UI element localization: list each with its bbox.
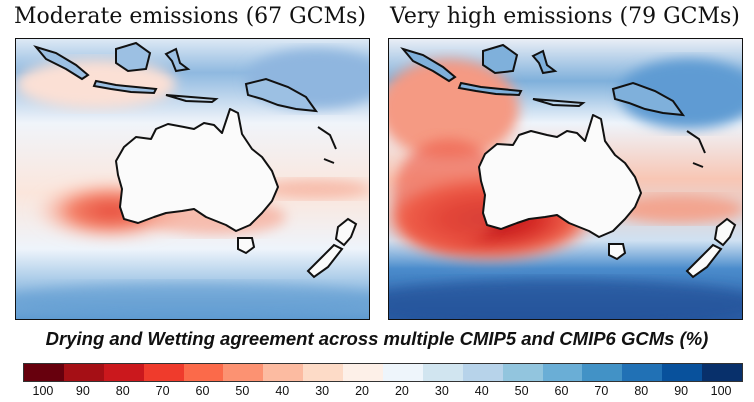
colorbar-tick-label: 50 xyxy=(235,384,250,398)
colorbar-swatch xyxy=(223,364,264,381)
colorbar-swatch xyxy=(24,364,64,381)
colorbar-tick-label: 40 xyxy=(275,384,290,398)
borneo-outline xyxy=(482,43,519,75)
wet-zone-northeast xyxy=(619,59,742,129)
java-outline xyxy=(92,79,158,95)
dry-zone-west xyxy=(394,139,504,249)
sulawesi-outline xyxy=(531,49,558,75)
legend-title: Drying and Wetting agreement across mult… xyxy=(45,328,709,349)
sulawesi-outline xyxy=(164,47,191,73)
wet-zone-southern-ocean xyxy=(389,279,742,319)
borneo-outline xyxy=(115,41,152,73)
colorbar-swatch xyxy=(582,364,623,381)
map-panel-very-high xyxy=(388,38,743,320)
colorbar-tick-label: 20 xyxy=(355,384,369,398)
tasmania-outline xyxy=(237,237,256,255)
colorbar-swatch xyxy=(263,364,304,381)
sumatra-outline xyxy=(33,45,90,81)
colorbar-swatch xyxy=(622,364,663,381)
dry-zone-tasman xyxy=(614,195,742,223)
australia-outline xyxy=(478,114,642,238)
map-svg-moderate xyxy=(16,39,369,319)
sumatra-outline xyxy=(400,47,457,83)
new-guinea-outline xyxy=(611,81,686,117)
colorbar-tick-label: 60 xyxy=(554,384,569,398)
colorbar-swatch xyxy=(143,364,184,381)
colorbar-tick-label: 90 xyxy=(674,384,689,398)
colorbar-swatch xyxy=(702,364,743,381)
colorbar-swatch xyxy=(662,364,703,381)
new-zealand-north-outline xyxy=(334,217,358,247)
colorbar-swatch xyxy=(383,364,423,381)
colorbar-swatch xyxy=(542,364,583,381)
colorbar-tick-label: 100 xyxy=(32,384,54,398)
tasmania-outline xyxy=(608,243,627,261)
colorbar-tick-label: 100 xyxy=(710,384,732,398)
lesser-sunda-outline xyxy=(532,98,586,108)
new-zealand-north-outline xyxy=(713,217,737,247)
map-panel-moderate xyxy=(15,38,370,320)
colorbar-swatch xyxy=(462,364,503,381)
map-svg-very-high xyxy=(389,39,742,319)
panel-title-moderate: Moderate emissions (67 GCMs) xyxy=(14,4,366,29)
new-guinea-outline xyxy=(244,77,319,113)
solomon-islands-outline xyxy=(317,126,337,164)
colorbar-swatch xyxy=(63,364,104,381)
colorbar-tick-label: 30 xyxy=(315,384,330,398)
colorbar-tick-label: 30 xyxy=(434,384,449,398)
colorbar-tick-label: 60 xyxy=(195,384,210,398)
colorbar-swatch xyxy=(502,364,543,381)
new-zealand-south-outline xyxy=(685,243,723,279)
wet-zone-southern-ocean xyxy=(16,283,369,319)
colorbar-tick-label: 40 xyxy=(474,384,489,398)
panel-title-very-high: Very high emissions (79 GCMs) xyxy=(390,4,740,29)
colorbar-tick-label: 70 xyxy=(155,384,170,398)
australia-outline xyxy=(115,108,279,232)
colorbar xyxy=(23,363,743,382)
solomon-islands-outline xyxy=(686,130,706,168)
colorbar-tick-label: 20 xyxy=(394,384,409,398)
colorbar-swatch xyxy=(422,364,463,381)
dry-zone-tasman xyxy=(261,179,369,199)
colorbar-tick-label: 50 xyxy=(514,384,529,398)
dry-zone-northwest xyxy=(389,59,519,159)
colorbar-swatch xyxy=(303,364,344,381)
new-zealand-south-outline xyxy=(306,243,344,279)
colorbar-swatch xyxy=(103,364,144,381)
colorbar-tick-label: 90 xyxy=(75,384,90,398)
lesser-sunda-outline xyxy=(165,94,219,104)
colorbar-tick-label: 70 xyxy=(594,384,609,398)
colorbar-swatch xyxy=(183,364,224,381)
colorbar-tick-label: 80 xyxy=(634,384,649,398)
colorbar-swatch xyxy=(343,364,384,381)
colorbar-tick-labels: 100 90 80 70 60 50 40 30 20 20 30 40 50 60 70 80 90 100 xyxy=(23,384,741,400)
java-outline xyxy=(457,81,523,97)
colorbar-tick-label: 80 xyxy=(115,384,130,398)
